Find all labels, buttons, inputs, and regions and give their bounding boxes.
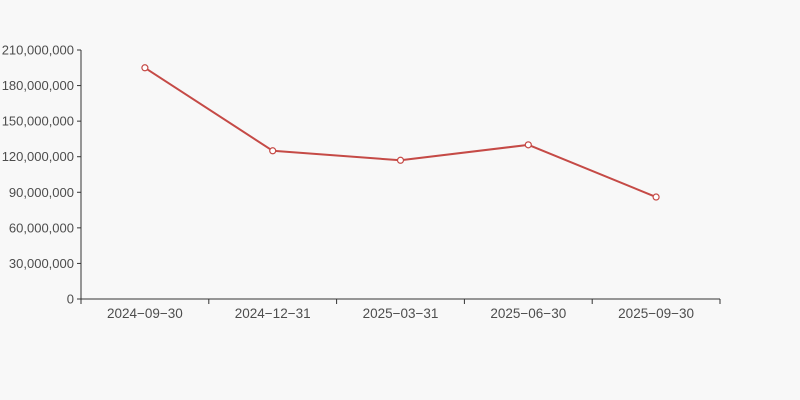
data-point-marker xyxy=(652,193,660,201)
x-axis-tick-label: 2024−09−30 xyxy=(107,306,183,321)
x-axis-tick-label: 2025−06−30 xyxy=(490,306,566,321)
y-axis-tick-label: 210,000,000 xyxy=(2,43,74,58)
y-axis-tick-label: 90,000,000 xyxy=(9,185,74,200)
x-axis-tick-label: 2025−03−31 xyxy=(363,306,439,321)
y-axis-tick-label: 30,000,000 xyxy=(9,256,74,271)
data-point-marker xyxy=(396,156,405,164)
data-point-marker xyxy=(269,147,277,155)
x-axis-tick-label: 2024−12−31 xyxy=(235,306,311,321)
data-point-marker xyxy=(141,64,149,72)
y-axis-tick-label: 0 xyxy=(67,292,74,307)
y-axis-tick-label: 150,000,000 xyxy=(2,114,74,129)
data-point-marker xyxy=(524,141,532,149)
y-axis-tick-label: 60,000,000 xyxy=(9,220,74,235)
y-axis-tick-label: 180,000,000 xyxy=(2,78,74,93)
x-axis-tick-label: 2025−09−30 xyxy=(618,306,694,321)
y-axis-tick-label: 120,000,000 xyxy=(2,149,74,164)
